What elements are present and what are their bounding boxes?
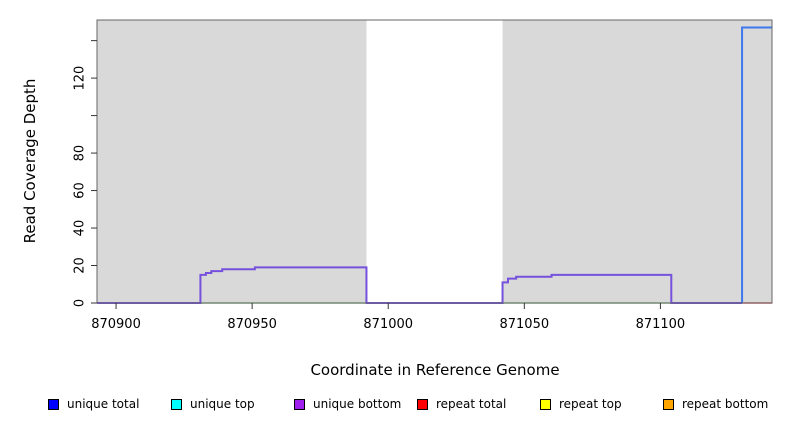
legend-item: unique total (48, 397, 171, 411)
y-tick-label: 120 (73, 66, 88, 91)
legend-item: unique top (171, 397, 294, 411)
legend-swatch (417, 398, 428, 410)
series-line-unique-bottom-step-purple (97, 266, 743, 304)
legend-label: repeat bottom (682, 397, 769, 411)
legend-label: unique bottom (313, 397, 402, 411)
legend-item: unique bottom (294, 397, 417, 411)
legend-swatch (540, 398, 551, 410)
legend-swatch (663, 398, 674, 410)
y-tick-label: 0 (73, 299, 88, 307)
x-tick-label: 871100 (636, 317, 686, 332)
legend-label: repeat top (559, 397, 622, 411)
legend-item: repeat total (417, 397, 540, 411)
legend-swatch (171, 398, 182, 410)
legend: unique total unique top unique bottom repea… (48, 397, 792, 411)
legend-item: repeat top (540, 397, 663, 411)
x-tick-label: 871050 (499, 317, 549, 332)
legend-item: repeat bottom (663, 397, 786, 411)
series-line-unique-total-jump-blue (741, 26, 772, 303)
legend-label: unique top (190, 397, 255, 411)
y-tick-label: 20 (73, 257, 88, 274)
masked-region (366, 20, 503, 303)
legend-swatch (48, 398, 59, 410)
plot-border (96, 19, 773, 304)
y-tick-label: 60 (73, 182, 88, 199)
x-tick-label: 871000 (363, 317, 413, 332)
legend-label: unique total (67, 397, 140, 411)
legend-swatch (294, 398, 305, 410)
y-tick-label: 80 (73, 145, 88, 162)
y-axis-title: Read Coverage Depth (21, 78, 39, 244)
x-tick-label: 870900 (91, 317, 141, 332)
y-tick-label: 40 (73, 220, 88, 237)
x-axis-title: Coordinate in Reference Genome (310, 361, 560, 379)
x-tick-label: 870950 (227, 317, 277, 332)
legend-label: repeat total (436, 397, 507, 411)
